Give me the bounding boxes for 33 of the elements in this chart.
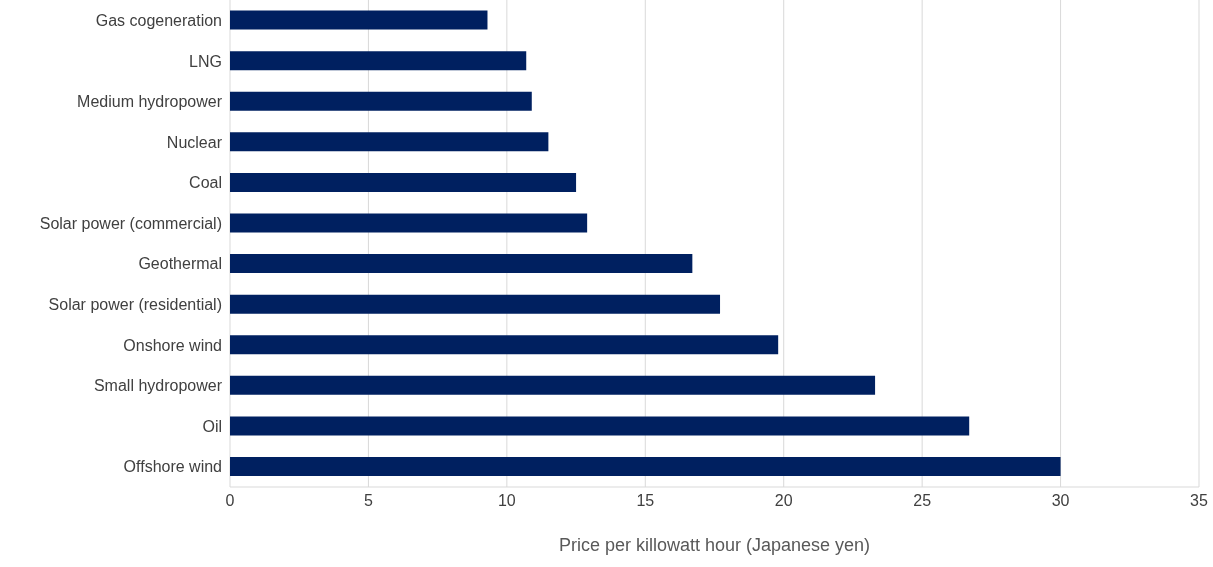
y-tick-label: Nuclear [166,133,223,151]
x-axis-title: Price per killowatt hour (Japanese yen) [558,535,871,555]
y-tick-label: Small hydropower [93,377,223,395]
y-tick-label: Coal [189,174,222,192]
bar [230,254,693,274]
y-tick-label: Solar power (commercial) [39,214,222,232]
bar [230,132,549,152]
bar [230,375,876,395]
bar [230,456,1061,476]
bar [230,91,532,111]
x-tick-label: 15 [636,492,655,510]
bar [230,294,721,314]
x-tick-label: 5 [363,492,373,510]
bar [230,416,970,436]
y-tick-label: Offshore wind [123,458,222,476]
bar [230,51,527,71]
bar [230,172,577,192]
x-tick-label: 20 [774,492,793,510]
y-tick-label: Medium hydropower [77,93,223,111]
y-tick-label: Solar power (residential) [48,296,222,314]
x-tick-label: 35 [1190,492,1208,510]
bar [230,10,488,30]
x-tick-label: 30 [1051,492,1070,510]
x-tick-label: 10 [497,492,516,510]
y-tick-label: Gas cogeneration [95,11,222,29]
x-tick-label: 0 [225,492,235,510]
bar [230,213,588,233]
y-tick-label: Oil [202,417,222,435]
x-tick-label: 25 [913,492,932,510]
y-tick-label: LNG [189,52,222,70]
y-tick-label: Geothermal [138,255,222,273]
y-tick-label: Onshore wind [123,336,222,354]
bar [230,335,779,355]
